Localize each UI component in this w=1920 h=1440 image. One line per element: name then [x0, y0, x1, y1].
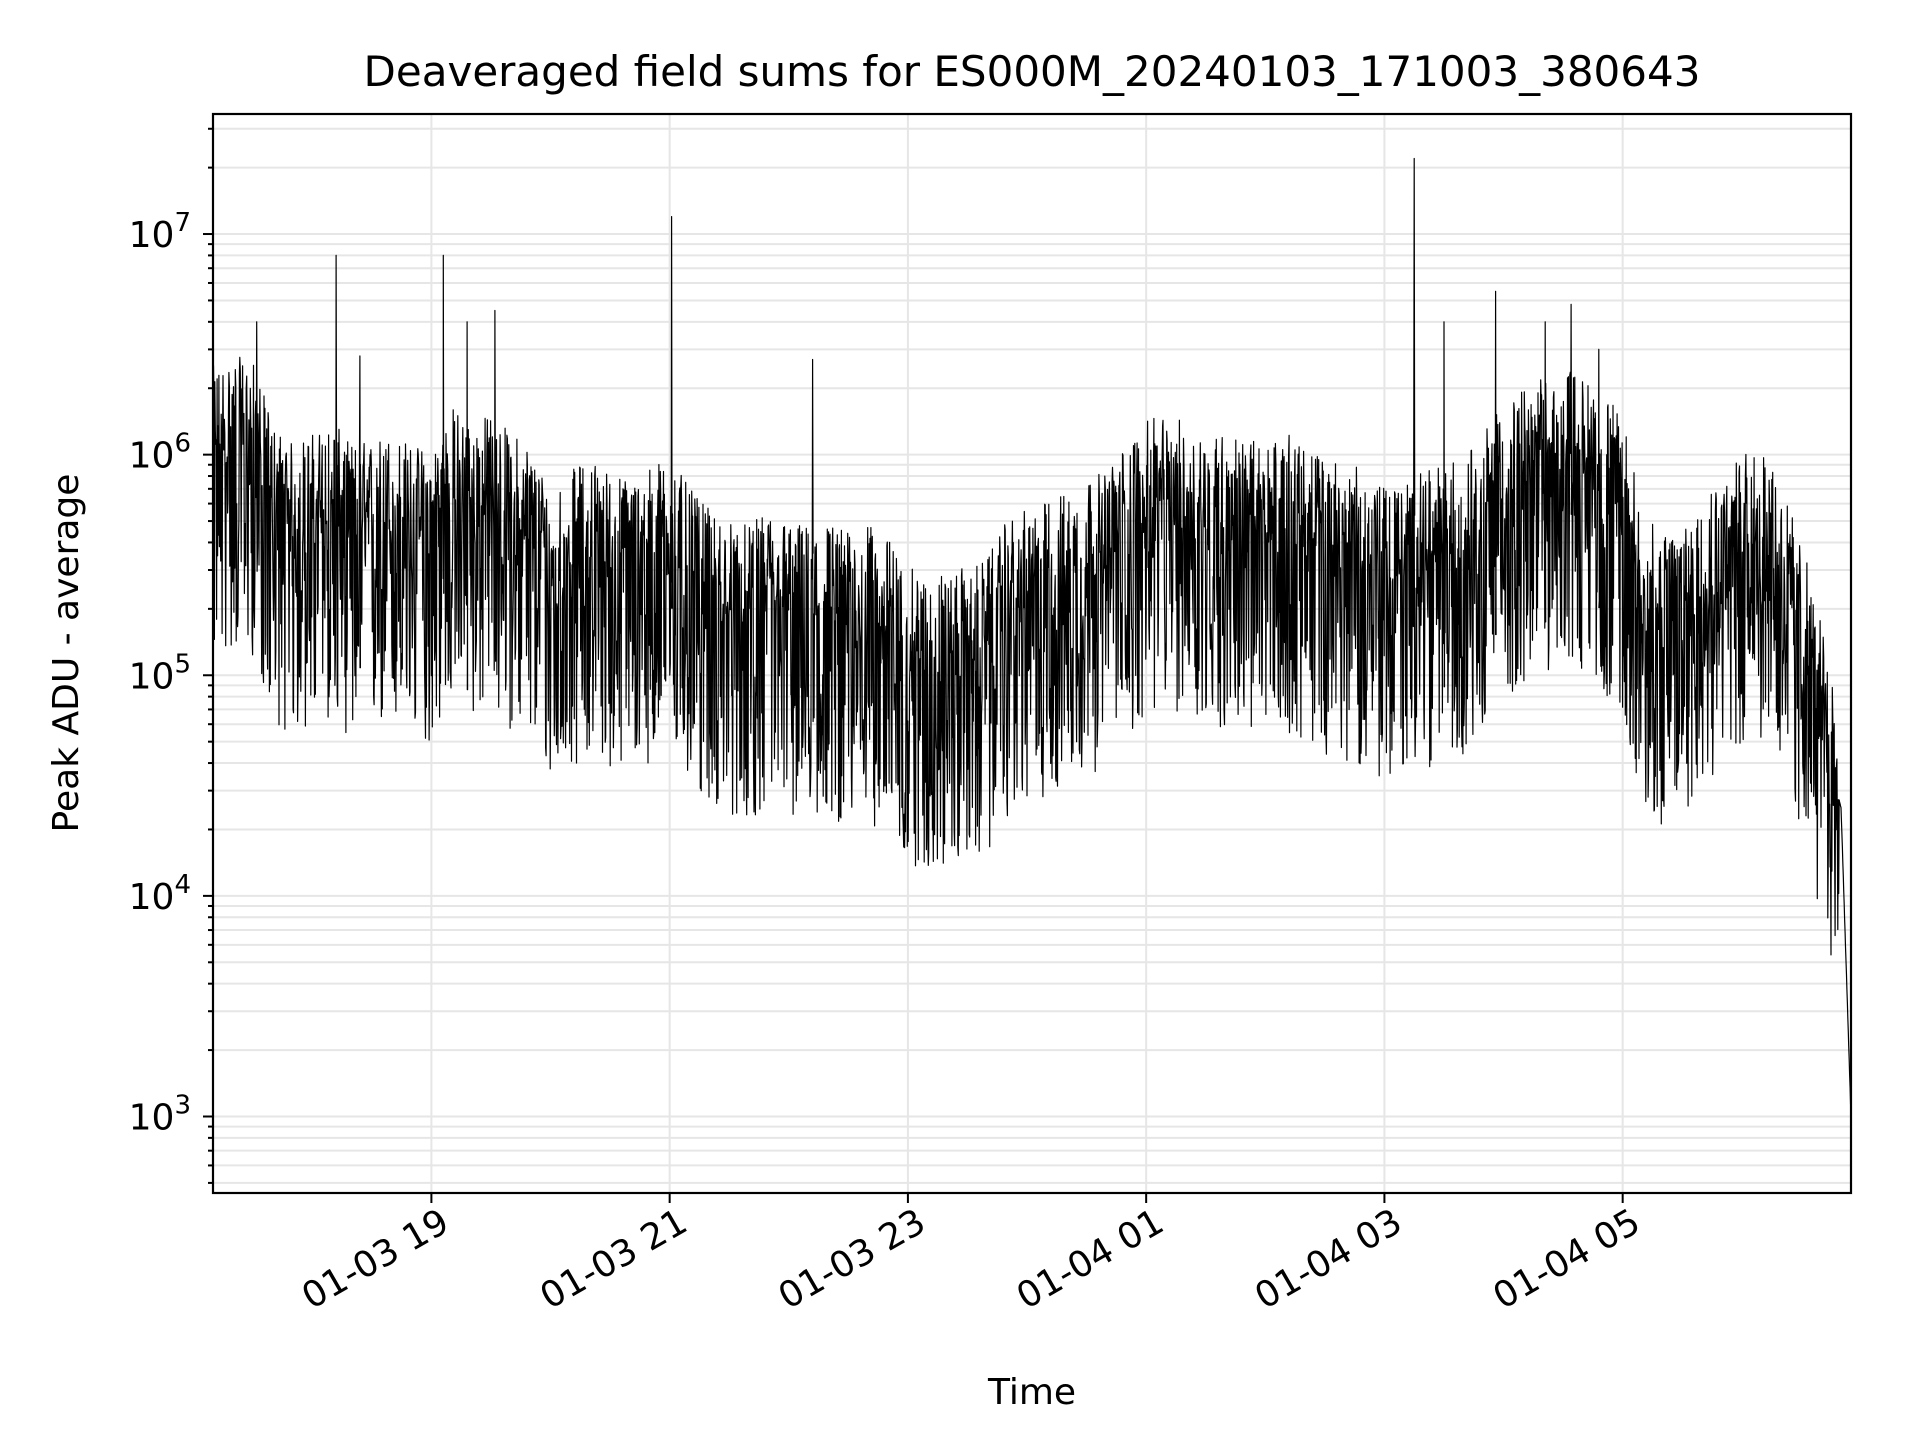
y-tick-label: 105 — [129, 649, 191, 697]
plot-frame — [211, 112, 1853, 1195]
y-axis-label: Peak ADU - average — [46, 474, 87, 833]
y-tick-label: 106 — [129, 429, 191, 477]
y-tick-exponent: 5 — [174, 649, 191, 679]
y-tick-label: 104 — [129, 870, 191, 918]
grid — [213, 114, 1851, 1193]
chart-title: Deaveraged field sums for ES000M_2024010… — [364, 47, 1701, 96]
y-tick-exponent: 7 — [174, 208, 191, 238]
y-tick-base: 10 — [129, 436, 175, 477]
series-line — [212, 157, 1852, 1117]
y-tick-base: 10 — [129, 877, 175, 918]
y-tick-base: 10 — [129, 1097, 175, 1138]
data-series — [212, 157, 1852, 1117]
y-tick-exponent: 6 — [174, 429, 191, 459]
x-axis-label: Time — [987, 1372, 1076, 1413]
y-tick-base: 10 — [129, 656, 175, 697]
y-tick-label: 107 — [129, 208, 191, 256]
y-tick-exponent: 3 — [174, 1090, 191, 1120]
y-tick-base: 10 — [129, 215, 175, 256]
y-tick-label: 103 — [129, 1090, 191, 1138]
y-tick-exponent: 4 — [174, 870, 191, 900]
